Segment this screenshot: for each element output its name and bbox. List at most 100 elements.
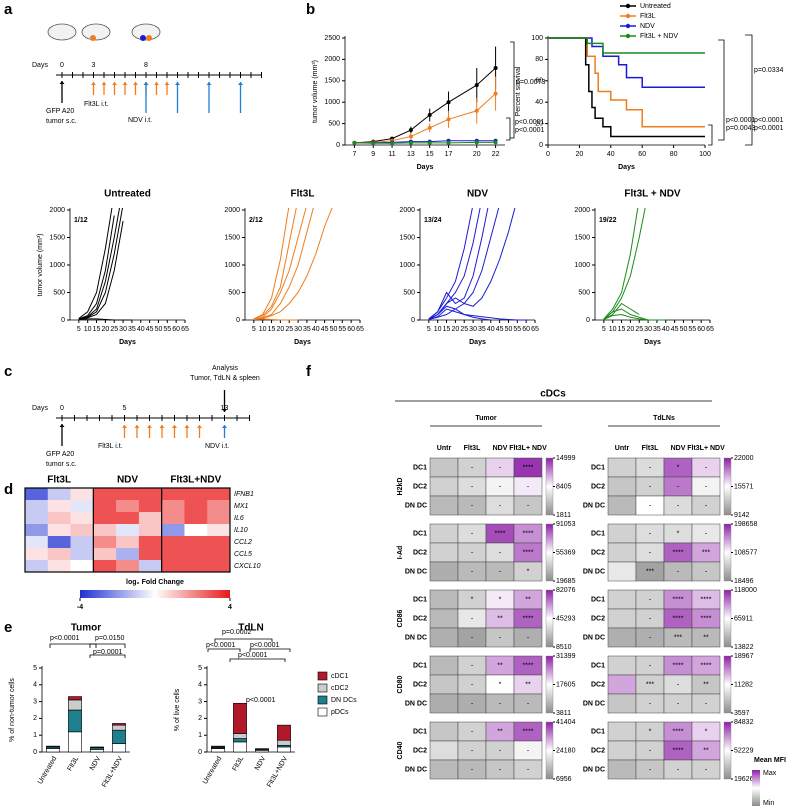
colorbar-tick-label: 52229 [734, 747, 754, 754]
annotation: 13/24 [424, 217, 442, 224]
bar-segment [233, 733, 247, 739]
heat-cell [116, 560, 140, 573]
y-tick-label: 1500 [324, 78, 340, 85]
heat-cell [47, 524, 71, 537]
row-label: CCL2 [234, 539, 252, 546]
heat-cell [138, 500, 162, 513]
x-tick-label: 50 [155, 326, 163, 333]
significance-label: - [677, 766, 680, 773]
heatmap-frame [24, 487, 231, 573]
bar-segment [112, 724, 126, 731]
x-tick-label: 35 [303, 326, 311, 333]
colorbar-tick-label: 17605 [556, 681, 576, 688]
colorbar [545, 457, 554, 516]
legend-label: cDC2 [331, 685, 349, 692]
x-tick-label: 60 [522, 326, 530, 333]
row-label: IFNB1 [234, 491, 254, 498]
arrow-head [172, 425, 177, 428]
point [493, 91, 498, 96]
y-tick-label: 500 [228, 289, 240, 296]
y-tick-label: 1500 [49, 234, 65, 241]
legend-max: Max [763, 770, 777, 777]
arrow-head [143, 82, 149, 85]
significance-label: - [705, 502, 708, 509]
row-label: DC1 [591, 530, 605, 537]
marker-label: I-Ad [397, 546, 404, 560]
y-tick-label: 0 [411, 317, 415, 324]
significance-label: **** [701, 615, 712, 622]
series-line [603, 313, 666, 321]
row-label: DC1 [413, 662, 427, 669]
significance-label: - [705, 700, 708, 707]
legend-label: pDCs [331, 709, 349, 716]
series-line [428, 208, 489, 320]
colorbar-tick-label: 1811 [556, 512, 571, 519]
y-tick-label: 100 [531, 35, 543, 42]
row-label: DN DC [583, 568, 605, 575]
significance-label: - [649, 634, 652, 641]
matrix-cell [513, 627, 543, 648]
heat-cell [47, 560, 71, 573]
x-tick-label: Untreated [37, 755, 58, 785]
arrow-head [164, 82, 170, 85]
x-axis-label: Days [294, 339, 311, 346]
x-tick-label: 65 [181, 326, 189, 333]
annotation: p<0.0001 [50, 635, 79, 642]
bar-segment [112, 729, 126, 744]
x-tick-label: 30 [294, 326, 302, 333]
significance-label: ** [703, 634, 709, 641]
arrow-head [154, 82, 159, 85]
significance-label: * [649, 728, 652, 735]
x-tick-label: 60 [697, 326, 705, 333]
significance-label: - [499, 766, 502, 773]
point [446, 140, 451, 145]
matrix-cell [607, 759, 637, 780]
colorbar-tick-label: 8405 [556, 483, 572, 490]
group-label: Flt3L [47, 475, 71, 486]
heat-cell [70, 524, 94, 537]
y-tick-label: 1500 [224, 234, 240, 241]
x-tick-label: 50 [505, 326, 513, 333]
column-label: Flt3L+ NDV [687, 445, 725, 452]
heat-cell [161, 488, 185, 501]
x-tick-label: 30 [119, 326, 127, 333]
heat-cell [207, 536, 231, 549]
day-label: 0 [60, 62, 64, 69]
column-label: Flt3L [642, 445, 659, 452]
heat-cell [47, 488, 71, 501]
colorbar-tick-label: 14999 [556, 455, 576, 462]
bar-segment [277, 724, 291, 741]
x-tick-label: 35 [478, 326, 486, 333]
significance-label: **** [673, 596, 684, 603]
significance-label: **** [523, 549, 534, 556]
x-tick-label: 55 [688, 326, 696, 333]
heat-cell [25, 488, 49, 501]
significance-label: - [499, 483, 502, 490]
heat-cell [93, 500, 117, 513]
legend-colorbar [752, 770, 760, 806]
bar-segment [68, 731, 82, 753]
matrix-cell [513, 561, 543, 582]
arrow-head [175, 82, 180, 85]
significance-label: * [705, 728, 708, 735]
colorbar-tick-label: 18496 [734, 578, 754, 585]
point [446, 100, 451, 105]
colorbar-tick-label: 22000 [734, 455, 754, 462]
series-line [354, 141, 496, 144]
heat-cell [161, 548, 185, 561]
axis-line [244, 208, 360, 321]
x-tick-label: 11 [388, 151, 395, 158]
significance-label: **** [701, 662, 712, 669]
heat-cell [138, 488, 162, 501]
matrix-cell [429, 759, 459, 780]
marker-label: CD40 [397, 741, 404, 759]
x-tick-label: NDV [254, 755, 268, 772]
y-tick-label: 1000 [574, 262, 590, 269]
significance-label: - [471, 464, 474, 471]
x-tick-label: 45 [496, 326, 504, 333]
colorbar-tick-label: 198658 [734, 521, 757, 528]
heat-cell [207, 560, 231, 573]
series-line [428, 305, 491, 321]
significance-label: *** [702, 549, 710, 556]
analysis-label: Tumor, TdLN & spleen [190, 375, 260, 382]
